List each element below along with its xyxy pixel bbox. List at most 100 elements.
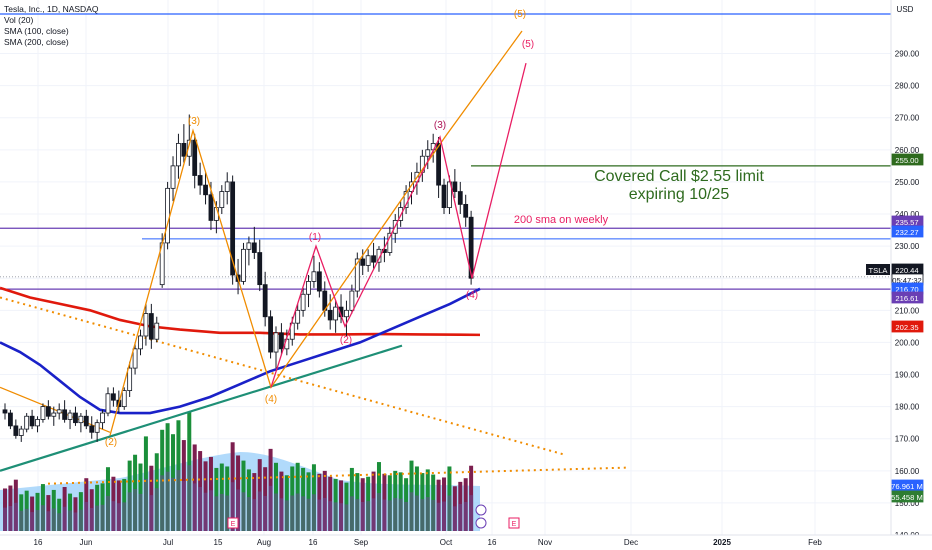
candle-body [457,191,463,205]
candle-body [56,409,62,414]
candle-body [94,422,100,433]
candle-body [148,313,154,340]
candle-body [29,415,35,427]
time-tick-label: Aug [257,538,271,547]
volume-overlay-bar [40,505,45,531]
time-tick-label: Jun [80,538,93,547]
volume-overlay-bar [73,512,78,531]
candle-body [354,258,360,292]
volume-overlay-bar [13,502,18,531]
candle-body [35,419,40,427]
volume-overlay-bar [236,489,241,531]
price-axis[interactable]: USD140.00150.00160.00170.00180.00190.002… [866,0,932,540]
volume-overlay-bar [349,496,354,531]
volume-overlay-bar [366,501,371,531]
time-tick-label: 16 [488,538,497,547]
candle-body [327,309,333,321]
volume-overlay-bar [371,498,376,531]
candle-body [83,415,89,427]
volume-overlay-bar [62,506,67,531]
volume-overlay-bar [149,495,154,531]
ticker-tag [866,264,890,275]
candle-body [279,332,284,350]
time-tick-label: Oct [440,538,453,547]
price-tick-label: 170.00 [895,435,920,444]
candle-body [371,255,376,263]
candle-body [257,252,263,286]
volume-overlay-bar [181,480,186,531]
volume-overlay-bar [404,501,409,531]
orange-dotted-uptrend [47,466,629,485]
volume-overlay-bar [127,492,132,531]
price-level-tag [891,153,924,166]
volume-overlay-bar [160,475,165,531]
candlesticks [2,114,474,442]
volume-overlay-bar [317,499,322,531]
volume-overlay-bar [425,497,430,531]
volume-overlay-bar [68,510,73,531]
chart-texts: (5) (5) (3) (3) (1) (2) (2) (4) (4) Covered Call … [105,9,764,529]
price-tick-label: 210.00 [895,306,920,315]
price-level-label: 55.458 M [891,493,923,502]
time-tick-label: 2025 [713,538,731,547]
moving-averages [0,286,481,415]
annotation-label: (2) [105,437,117,448]
volume-overlay-bar [3,507,7,531]
candle-body [203,184,208,196]
volume-overlay-bar [344,504,349,531]
time-tick-label: Jul [163,538,173,547]
candle-body [73,412,78,424]
candle-body [300,293,306,311]
candle-body [468,216,474,279]
teal-trendline [0,344,403,472]
wave-annotations [109,30,527,436]
earnings-marker-label: E [512,521,517,528]
price-tick-label: 190.00 [895,371,920,380]
volume-overlay-bar [154,488,159,531]
price-tick-label: 150.00 [895,499,920,508]
volume-overlay-bar [51,508,56,531]
price-level-label: 76.961 M [891,482,923,491]
time-tick-label: 15 [214,538,223,547]
candle-body [111,393,116,401]
horizontal-lines [0,13,891,290]
sma200-line [0,286,481,337]
time-axis[interactable]: 16 Jun Jul 15 Aug 16 Sep Oct 16 Nov Dec 2025 Feb [0,534,932,550]
volume-overlay-bar [122,502,127,531]
volume-overlay-bar [100,504,105,531]
volume-overlay-bar [452,506,457,531]
symbol-title[interactable]: Tesla, Inc., 1D, NASDAQ [4,4,99,14]
candle-body [246,242,252,250]
candle-body [45,406,51,417]
annotation-label: (3) [434,120,446,131]
time-axis-background [0,535,932,550]
indicator-volume[interactable]: Vol (20) [4,15,34,25]
price-level-tag [891,320,924,333]
orange-dotted-downtrend [0,296,566,456]
volume-overlay-bar [105,495,110,531]
earnings-marker-label: E [231,521,236,528]
time-tick-label: Dec [624,538,638,547]
volume-bars [0,411,480,531]
volume-overlay-bar [133,489,138,531]
volume-overlay-bar [171,477,176,531]
volume-overlay-bar [116,503,121,531]
annotation-label: (5) [522,39,534,50]
candle-body [360,258,366,266]
event-marker-circle [475,504,487,516]
volume-overlay-bar [203,492,208,531]
candle-body [138,335,143,350]
volume-overlay-bar [111,501,116,531]
candle-body [192,139,198,176]
indicator-sma100[interactable]: SMA (100, close) [4,26,69,36]
candle-body [365,255,371,266]
annotation-label: 200 sma on weekly [514,214,609,226]
indicator-sma200[interactable]: SMA (200, close) [4,37,69,47]
price-tick-label: 270.00 [895,114,920,123]
candle-body [387,232,393,253]
volume-overlay-bar [35,510,40,531]
price-tick-label: 260.00 [895,146,920,155]
volume-overlay-bar [8,505,13,531]
volume-overlay-bar [360,501,365,531]
